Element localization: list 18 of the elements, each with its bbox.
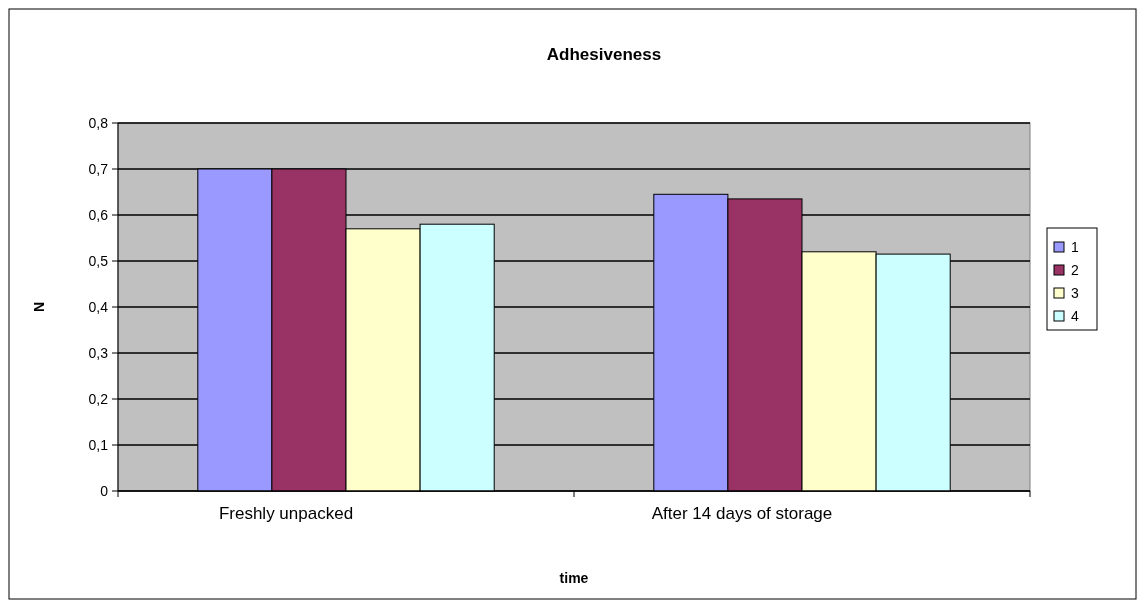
y-tick-label: 0,2 — [88, 390, 109, 407]
x-tick-label: After 14 days of storage — [651, 504, 833, 523]
y-tick-label: 0 — [100, 482, 109, 499]
legend-label: 4 — [1071, 307, 1079, 324]
y-tick-label: 0,1 — [88, 436, 109, 453]
y-tick-label: 0,6 — [88, 206, 109, 223]
legend-label: 3 — [1071, 284, 1079, 301]
y-tick-label: 0,4 — [88, 298, 109, 315]
y-axis-title: N — [31, 301, 47, 313]
y-tick-label: 0,3 — [88, 344, 109, 361]
y-tick-label: 0,7 — [88, 160, 109, 177]
y-tick-label: 0,8 — [88, 114, 109, 131]
chart-title: Adhesiveness — [546, 45, 662, 64]
y-tick-label: 0,5 — [88, 252, 109, 269]
legend-label: 2 — [1071, 261, 1079, 278]
legend-label: 1 — [1071, 238, 1079, 255]
x-tick-label: Freshly unpacked — [218, 504, 354, 523]
x-axis-title: time — [559, 570, 589, 586]
